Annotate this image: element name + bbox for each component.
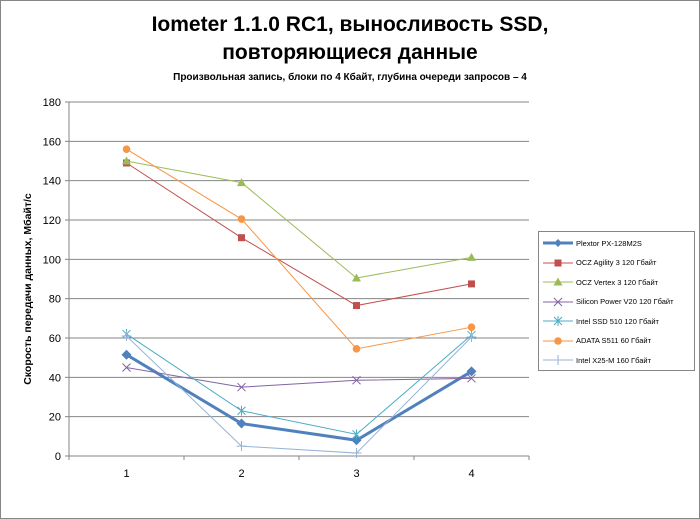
data-point bbox=[553, 355, 563, 365]
data-point bbox=[467, 373, 476, 383]
legend-label: OCZ Agility 3 120 Гбайт bbox=[576, 258, 657, 267]
legend-label: Intel SSD 510 120 Гбайт bbox=[576, 316, 659, 326]
series-0 bbox=[121, 349, 477, 446]
series-line bbox=[126, 367, 472, 388]
legend-item: OCZ Vertex 3 120 Гбайт bbox=[543, 276, 658, 288]
legend-swatch bbox=[543, 259, 573, 266]
data-point bbox=[121, 349, 132, 360]
legend-item: Intel X25-M 160 Гбайт bbox=[543, 354, 651, 366]
series-3 bbox=[122, 363, 476, 392]
legend-item: Plextor PX-128M2S bbox=[543, 237, 642, 249]
legend-swatch bbox=[543, 277, 573, 286]
data-point bbox=[122, 145, 131, 153]
data-point bbox=[237, 178, 246, 187]
series-line bbox=[125, 353, 473, 442]
y-tick-label: 80 bbox=[49, 294, 61, 306]
series-line bbox=[126, 333, 472, 435]
series-line bbox=[126, 148, 472, 350]
y-tick-label: 180 bbox=[43, 97, 61, 109]
data-point bbox=[468, 280, 475, 288]
series-line bbox=[126, 160, 472, 279]
data-point bbox=[352, 429, 361, 440]
chart-title: Iometer 1.1.0 RC1, выносливость SSD, bbox=[151, 13, 549, 36]
data-point bbox=[553, 316, 563, 326]
legend-swatch bbox=[543, 355, 573, 365]
data-point bbox=[467, 252, 476, 261]
data-point bbox=[466, 332, 477, 343]
chart-subtitle: Произвольная запись, блоки по 4 Кбайт, г… bbox=[173, 72, 527, 83]
data-point bbox=[236, 441, 247, 452]
data-point bbox=[352, 345, 361, 353]
y-tick-label: 20 bbox=[49, 412, 61, 424]
data-point bbox=[351, 448, 362, 459]
series-line bbox=[126, 162, 472, 307]
data-point bbox=[122, 363, 131, 372]
y-tick-label: 160 bbox=[43, 136, 61, 148]
data-point bbox=[236, 418, 247, 429]
chart-title-line2: повторяющиеся данные bbox=[222, 41, 478, 64]
data-point bbox=[553, 277, 563, 286]
y-tick-label: 140 bbox=[43, 176, 61, 188]
data-point bbox=[237, 405, 246, 416]
series-5 bbox=[122, 145, 476, 353]
legend-item: Silicon Power V20 120 Гбайт bbox=[543, 296, 674, 308]
data-point bbox=[554, 259, 562, 266]
x-tick-label: 1 bbox=[123, 468, 129, 480]
legend-label: Silicon Power V20 120 Гбайт bbox=[576, 297, 674, 306]
y-tick-label: 100 bbox=[43, 254, 61, 266]
legend-item: Intel SSD 510 120 Гбайт bbox=[543, 315, 659, 327]
x-tick-label: 3 bbox=[353, 468, 359, 480]
data-point bbox=[352, 375, 361, 385]
legend-item: ADATA S511 60 Гбайт bbox=[543, 335, 651, 347]
series-2 bbox=[122, 156, 476, 282]
data-point bbox=[353, 302, 360, 310]
legend-label: Plextor PX-128M2S bbox=[576, 238, 642, 248]
legend-label: Intel X25-M 160 Гбайт bbox=[576, 355, 652, 365]
data-point bbox=[122, 156, 131, 165]
data-point bbox=[237, 215, 246, 223]
series-1 bbox=[123, 159, 475, 310]
data-point bbox=[466, 366, 477, 377]
y-tick-label: 40 bbox=[49, 372, 61, 384]
data-point bbox=[351, 435, 362, 446]
legend-label: ADATA S511 60 Гбайт bbox=[576, 336, 652, 345]
y-tick-label: 60 bbox=[49, 333, 61, 345]
x-tick-label: 4 bbox=[468, 468, 474, 480]
data-point bbox=[238, 234, 245, 242]
data-point bbox=[352, 273, 361, 282]
legend-swatch bbox=[543, 297, 573, 306]
y-tick-label: 0 bbox=[55, 451, 61, 463]
data-point bbox=[121, 331, 132, 342]
y-tick-label: 120 bbox=[43, 215, 61, 227]
x-tick-label: 2 bbox=[238, 468, 244, 480]
data-point bbox=[554, 336, 562, 345]
legend: Plextor PX-128M2S OCZ Agility 3 120 Гбайт… bbox=[538, 231, 695, 371]
legend-swatch bbox=[543, 239, 573, 247]
legend-label: OCZ Vertex 3 120 Гбайт bbox=[576, 277, 659, 287]
legend-swatch bbox=[543, 336, 573, 345]
data-point bbox=[553, 297, 563, 306]
data-point bbox=[237, 382, 246, 392]
y-axis-label: Скорость передачи данных, Мбайт/с bbox=[22, 193, 34, 385]
legend-item: OCZ Agility 3 120 Гбайт bbox=[543, 257, 656, 269]
series-line bbox=[126, 335, 472, 454]
series-6 bbox=[121, 331, 477, 459]
legend-swatch bbox=[543, 316, 573, 326]
data-point bbox=[467, 323, 476, 331]
data-point bbox=[554, 239, 562, 247]
